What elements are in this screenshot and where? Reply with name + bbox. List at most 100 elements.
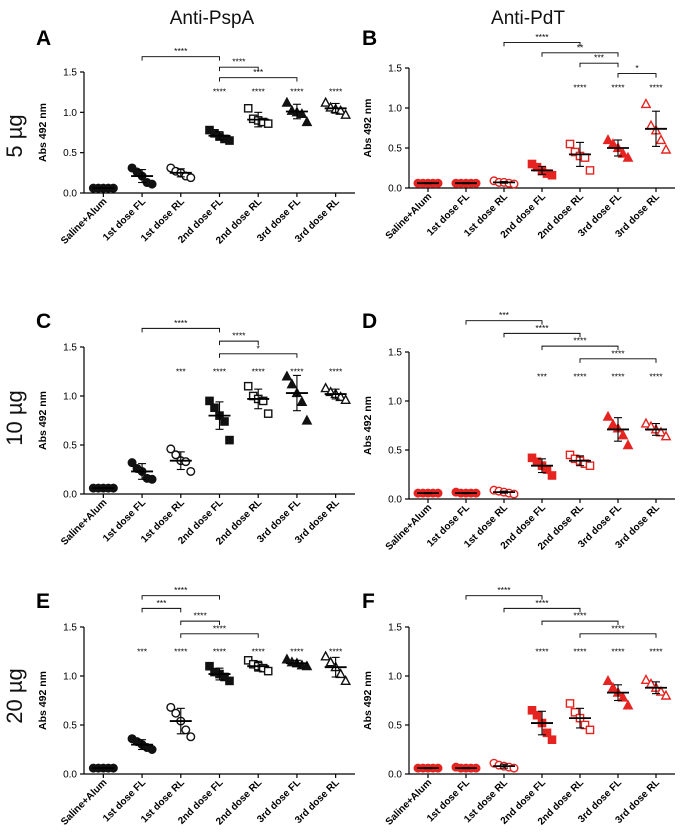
series-2nd-dose-rl bbox=[565, 699, 595, 735]
data-point bbox=[263, 119, 273, 128]
series-3rd-dose-rl bbox=[320, 96, 352, 119]
comparison-bracket bbox=[617, 73, 657, 78]
bracket-label: **** bbox=[174, 318, 188, 328]
bracket-label: **** bbox=[573, 611, 587, 621]
significance-label: **** bbox=[535, 646, 549, 656]
data-point bbox=[225, 435, 234, 445]
y-tick-label: 0.5 bbox=[388, 446, 402, 457]
y-tick-label: 0.5 bbox=[63, 148, 77, 159]
y-tick-label: 0.0 bbox=[388, 770, 402, 781]
data-point bbox=[166, 702, 176, 712]
data-point bbox=[580, 720, 590, 730]
panel-letter: D bbox=[362, 310, 377, 333]
significance-label: **** bbox=[611, 646, 625, 656]
series-2nd-dose-fl bbox=[205, 661, 234, 686]
comparison-bracket bbox=[180, 620, 220, 626]
data-point bbox=[532, 710, 542, 720]
panel-letter: F bbox=[362, 590, 375, 613]
series-saline-alum bbox=[88, 483, 118, 493]
series-2nd-dose-fl bbox=[527, 159, 557, 180]
series-3rd-dose-rl bbox=[320, 382, 352, 405]
data-point bbox=[585, 725, 595, 735]
y-tick-label: 1.0 bbox=[388, 397, 402, 408]
data-point bbox=[622, 699, 634, 710]
x-tick-label: Saline+Alum bbox=[384, 777, 434, 827]
data-point bbox=[607, 681, 619, 692]
y-tick-label: 0.5 bbox=[388, 721, 402, 732]
comparison-bracket bbox=[541, 52, 619, 57]
series-1st-dose-rl bbox=[489, 758, 519, 773]
data-point bbox=[147, 179, 157, 189]
bracket-label: * bbox=[257, 343, 261, 353]
y-axis-label: Abs 492 nm bbox=[37, 671, 49, 730]
significance-label: **** bbox=[290, 366, 304, 376]
significance-label: **** bbox=[611, 371, 625, 381]
bracket-label: **** bbox=[232, 331, 246, 341]
series-2nd-dose-rl bbox=[565, 139, 595, 175]
significance-label: *** bbox=[137, 646, 148, 656]
y-tick-label: 1.0 bbox=[63, 392, 77, 403]
data-point bbox=[296, 108, 308, 119]
row-label-20ug: 20 µg bbox=[2, 668, 27, 724]
bracket-label: *** bbox=[499, 310, 510, 320]
bracket-label: *** bbox=[253, 67, 264, 77]
data-point bbox=[335, 104, 347, 115]
significance-label: **** bbox=[329, 87, 343, 97]
significance-label: *** bbox=[176, 366, 187, 376]
series-1st-dose-rl bbox=[166, 444, 196, 476]
data-point bbox=[660, 689, 672, 700]
data-point bbox=[127, 458, 137, 468]
y-tick-label: 1.0 bbox=[63, 108, 77, 119]
y-tick-label: 0.5 bbox=[388, 144, 402, 155]
y-axis-label: Abs 492 nm bbox=[362, 396, 374, 455]
series-1st-dose-rl bbox=[166, 702, 196, 742]
y-tick-label: 1.5 bbox=[63, 623, 77, 634]
bracket-label: **** bbox=[213, 623, 227, 633]
bracket-label: **** bbox=[611, 623, 625, 633]
data-point bbox=[660, 143, 672, 154]
significance-label: **** bbox=[649, 371, 663, 381]
significance-label: **** bbox=[329, 366, 343, 376]
comparison-bracket bbox=[503, 607, 581, 613]
bracket-label: **** bbox=[573, 336, 587, 346]
series-1st-dose-fl bbox=[451, 487, 481, 498]
comparison-bracket bbox=[465, 595, 543, 600]
data-point bbox=[655, 426, 667, 437]
series-1st-dose-rl bbox=[489, 485, 519, 499]
y-tick-label: 0.0 bbox=[63, 490, 77, 501]
data-point bbox=[645, 119, 657, 130]
bracket-label: **** bbox=[497, 585, 511, 595]
data-point bbox=[340, 394, 352, 405]
series-3rd-dose-rl bbox=[640, 674, 672, 700]
comparison-bracket bbox=[219, 66, 259, 72]
series-1st-dose-fl bbox=[127, 163, 157, 189]
data-point bbox=[225, 136, 234, 145]
comparison-bracket bbox=[503, 332, 581, 338]
data-point bbox=[181, 457, 191, 467]
panel-letter: C bbox=[36, 310, 51, 333]
data-point bbox=[602, 675, 614, 685]
data-point bbox=[286, 378, 298, 389]
y-tick-label: 1.0 bbox=[388, 104, 402, 115]
data-point bbox=[585, 166, 595, 175]
data-point bbox=[243, 381, 253, 391]
series-2nd-dose-fl bbox=[205, 396, 234, 445]
significance-label: **** bbox=[213, 87, 227, 97]
data-point bbox=[166, 444, 176, 454]
row-label-5ug: 5 µg bbox=[2, 114, 27, 157]
y-tick-label: 0.0 bbox=[388, 495, 402, 506]
y-tick-label: 0.0 bbox=[63, 189, 77, 200]
data-point bbox=[301, 116, 313, 127]
column-title-pspa: Anti-PspA bbox=[170, 8, 255, 29]
data-point bbox=[186, 732, 196, 742]
x-tick-label: Saline+Alum bbox=[59, 497, 109, 547]
significance-label: *** bbox=[537, 371, 548, 381]
bracket-label: *** bbox=[594, 53, 605, 63]
data-point bbox=[570, 707, 580, 717]
y-tick-label: 1.5 bbox=[63, 343, 77, 354]
data-point bbox=[243, 103, 253, 113]
bracket-label: **** bbox=[174, 46, 188, 56]
x-tick-label: Saline+Alum bbox=[384, 191, 434, 241]
